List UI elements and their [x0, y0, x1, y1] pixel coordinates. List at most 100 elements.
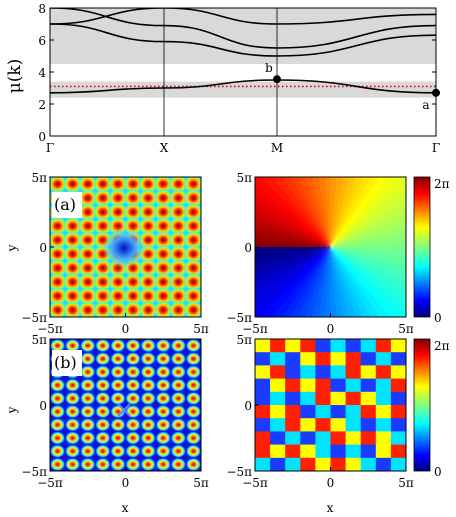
density-b-peak-1-5	[65, 405, 80, 418]
density-a-peak-7-3	[153, 217, 173, 235]
phase-b-cell-7-9	[360, 457, 377, 471]
panel-label-b: (b)	[54, 353, 77, 372]
phase-b-cell-7-5	[360, 405, 377, 419]
density-b-peak-3-9	[95, 458, 111, 471]
density-a-peak-2-3	[78, 217, 98, 235]
density-a-peak-4-1	[108, 189, 128, 207]
density-plot-b: (b) y x −5π 0 5π 5π 0 −5π	[5, 333, 209, 515]
density-a-peak-9-6	[184, 259, 201, 277]
density-b-peak-9-2	[186, 365, 201, 379]
density-b-peak-7-0	[156, 339, 171, 352]
density-b-peak-4-2	[110, 365, 126, 379]
density-b-peak-0-7	[50, 431, 65, 445]
density-a-peak-7-0	[153, 177, 173, 193]
density-a-peak-9-9	[184, 301, 201, 317]
density-a-peak-2-8	[78, 287, 98, 305]
phase-b-cell-9-2	[390, 365, 406, 380]
density-a-peak-1-6	[63, 259, 83, 277]
phase-b-cell-3-3	[300, 378, 316, 393]
phase-b-xlabel: x	[327, 501, 334, 515]
density-b-peak-0-8	[50, 444, 65, 458]
density-a-peak-1-4	[63, 231, 83, 249]
band-ytick-label-2: 4	[38, 66, 46, 80]
phase-b-cell-9-9	[390, 457, 406, 471]
phase-b-cell-5-2	[330, 365, 347, 380]
phase-b-cell-8-6	[375, 418, 392, 432]
phase-b-cell-8-5	[375, 405, 392, 419]
phase-b-cell-7-4	[360, 391, 377, 406]
density-a-peak-1-0	[63, 177, 83, 193]
phase-b-cell-0-0	[255, 339, 271, 353]
band-curve-2	[50, 8, 436, 25]
density-b-xtick-label-0: −5π	[37, 476, 63, 490]
phase-b-cell-0-4	[255, 391, 271, 406]
phase-b-cell-0-2	[255, 365, 271, 380]
phase-a-wedge-36	[255, 247, 331, 255]
phase-b-cell-3-8	[300, 444, 316, 459]
density-a-peak-8-3	[168, 217, 188, 235]
density-a-peak-8-7	[168, 273, 188, 291]
density-a-peak-2-5	[78, 245, 98, 263]
phase-a-wedge-9	[330, 177, 401, 247]
density-a-peak-2-9	[78, 301, 98, 317]
density-b-ticks: −5π 0 5π 5π 0 −5π	[21, 333, 208, 490]
phase-b-ytick-label-1: 0	[244, 399, 252, 413]
symmetry-point-gridlines	[163, 8, 278, 136]
band-ytick-label-1: 2	[38, 98, 46, 112]
density-b-peak-4-8	[110, 444, 126, 458]
density-b-peak-9-3	[186, 378, 201, 392]
colorbar-a-top-label: 2π	[434, 177, 450, 191]
phase-b-cell-9-3	[390, 378, 406, 393]
density-b-peak-8-8	[171, 444, 186, 458]
phase-a-wedge-12	[330, 177, 371, 247]
phase-b-xtick-label-2: 5π	[398, 476, 414, 490]
density-b-ylabel: y	[5, 406, 19, 414]
density-b-ytick-label-0: 5π	[31, 333, 47, 347]
density-a-peak-2-7	[78, 273, 98, 291]
phase-b-cell-7-7	[360, 431, 377, 446]
density-b-peak-9-6	[186, 418, 201, 432]
phase-b-cell-8-7	[375, 431, 392, 446]
density-a-peak-2-4	[78, 231, 98, 249]
density-b-peak-1-7	[65, 431, 80, 445]
phase-b-xtick-label-0: −5π	[242, 476, 268, 490]
phase-b-cell-9-4	[390, 391, 406, 406]
phase-b-cell-4-5	[315, 405, 331, 419]
phase-b-cell-3-5	[300, 405, 316, 419]
density-a-peak-1-3	[63, 217, 83, 235]
density-a-peak-7-8	[153, 287, 173, 305]
phase-plot-b: −5π 0 5π 5π 0 −5π x 2π 0	[226, 333, 449, 515]
density-a-ytick-label-0: 5π	[31, 171, 47, 185]
density-b-peak-8-3	[171, 378, 186, 392]
band-curve-0	[50, 79, 436, 94]
phase-b-cell-4-4	[315, 391, 331, 406]
phase-b-cell-6-5	[345, 405, 362, 419]
density-b-peak-0-4	[50, 392, 65, 405]
phase-b-cell-7-1	[360, 352, 377, 366]
phase-a-wedge-64	[330, 247, 406, 311]
phase-b-cell-6-3	[345, 378, 362, 393]
phase-b-cell-3-0	[300, 339, 316, 353]
density-a-peak-4-9	[108, 301, 128, 317]
phase-b-cell-0-3	[255, 378, 271, 393]
phase-a-wedge-44	[255, 247, 331, 317]
density-b-peak-1-6	[65, 418, 80, 432]
density-b-peak-9-7	[186, 431, 201, 445]
density-b-peak-7-5	[156, 405, 171, 418]
density-a-peak-1-9	[63, 301, 83, 317]
density-a-peak-3-7	[93, 273, 113, 291]
density-a-peak-3-3	[93, 217, 113, 235]
phase-b-cell-2-6	[285, 418, 301, 432]
density-b-peak-1-3	[65, 378, 80, 392]
density-b-peak-5-6	[125, 418, 141, 432]
density-b-peak-8-9	[171, 458, 186, 471]
phase-a-wedge-30	[255, 203, 331, 247]
phase-a-wedge-10	[330, 177, 390, 247]
colorbar-a	[413, 176, 431, 318]
band-xtick-label-3: Γ	[432, 141, 440, 155]
colorbar-a-bottom-label: 0	[434, 311, 442, 325]
phase-a-wedge-53	[324, 247, 332, 317]
phase-b-cell-1-4	[270, 391, 286, 406]
density-b-peak-5-9	[125, 458, 141, 471]
